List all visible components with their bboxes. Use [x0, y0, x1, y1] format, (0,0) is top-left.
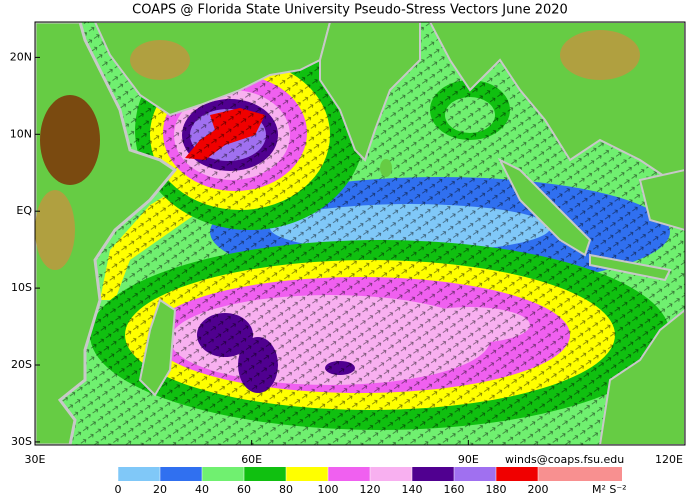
colorbar-tick-label: 60 [237, 483, 251, 496]
colorbar-swatch [286, 467, 328, 481]
colorbar-swatch [328, 467, 370, 481]
y-tick-label: 10N [10, 127, 32, 140]
colorbar-tick-label: 200 [528, 483, 549, 496]
colorbar-swatch [202, 467, 244, 481]
y-tick-label: 30S [11, 435, 32, 448]
colorbar-tick-label: 140 [402, 483, 423, 496]
colorbar-swatch [118, 467, 160, 481]
map-field [35, 22, 685, 445]
x-tick-label: 120E [655, 453, 683, 466]
y-tick-label: 20S [11, 358, 32, 371]
colorbar-tick-label: 20 [153, 483, 167, 496]
colorbar-swatch [412, 467, 454, 481]
colorbar-swatch [580, 467, 622, 481]
colorbar-swatch [538, 467, 580, 481]
colorbar-tick-label: 40 [195, 483, 209, 496]
colorbar-tick-label: 180 [486, 483, 507, 496]
colorbar-swatch [454, 467, 496, 481]
colorbar-tick-label: 80 [279, 483, 293, 496]
y-tick-label: 20N [10, 50, 32, 63]
colorbar-tick-label: 0 [115, 483, 122, 496]
y-tick-label: EQ [16, 204, 32, 217]
colorbar-swatch [496, 467, 538, 481]
colorbar-swatch [370, 467, 412, 481]
colorbar-swatch [160, 467, 202, 481]
colorbar-tick-label: 100 [318, 483, 339, 496]
x-tick-label: 30E [25, 453, 46, 466]
colorbar-unit: M² S⁻² [592, 483, 627, 496]
title: COAPS @ Florida State University Pseudo-… [132, 3, 568, 18]
map-frame [34, 21, 686, 446]
colorbar-tick-label: 160 [444, 483, 465, 496]
y-tick-label: 10S [11, 281, 32, 294]
colorbar-tick-label: 120 [360, 483, 381, 496]
colorbar-swatch [244, 467, 286, 481]
x-tick-label: 60E [241, 453, 262, 466]
x-tick-label: 90E [458, 453, 479, 466]
credit: winds@coaps.fsu.edu [505, 453, 624, 466]
